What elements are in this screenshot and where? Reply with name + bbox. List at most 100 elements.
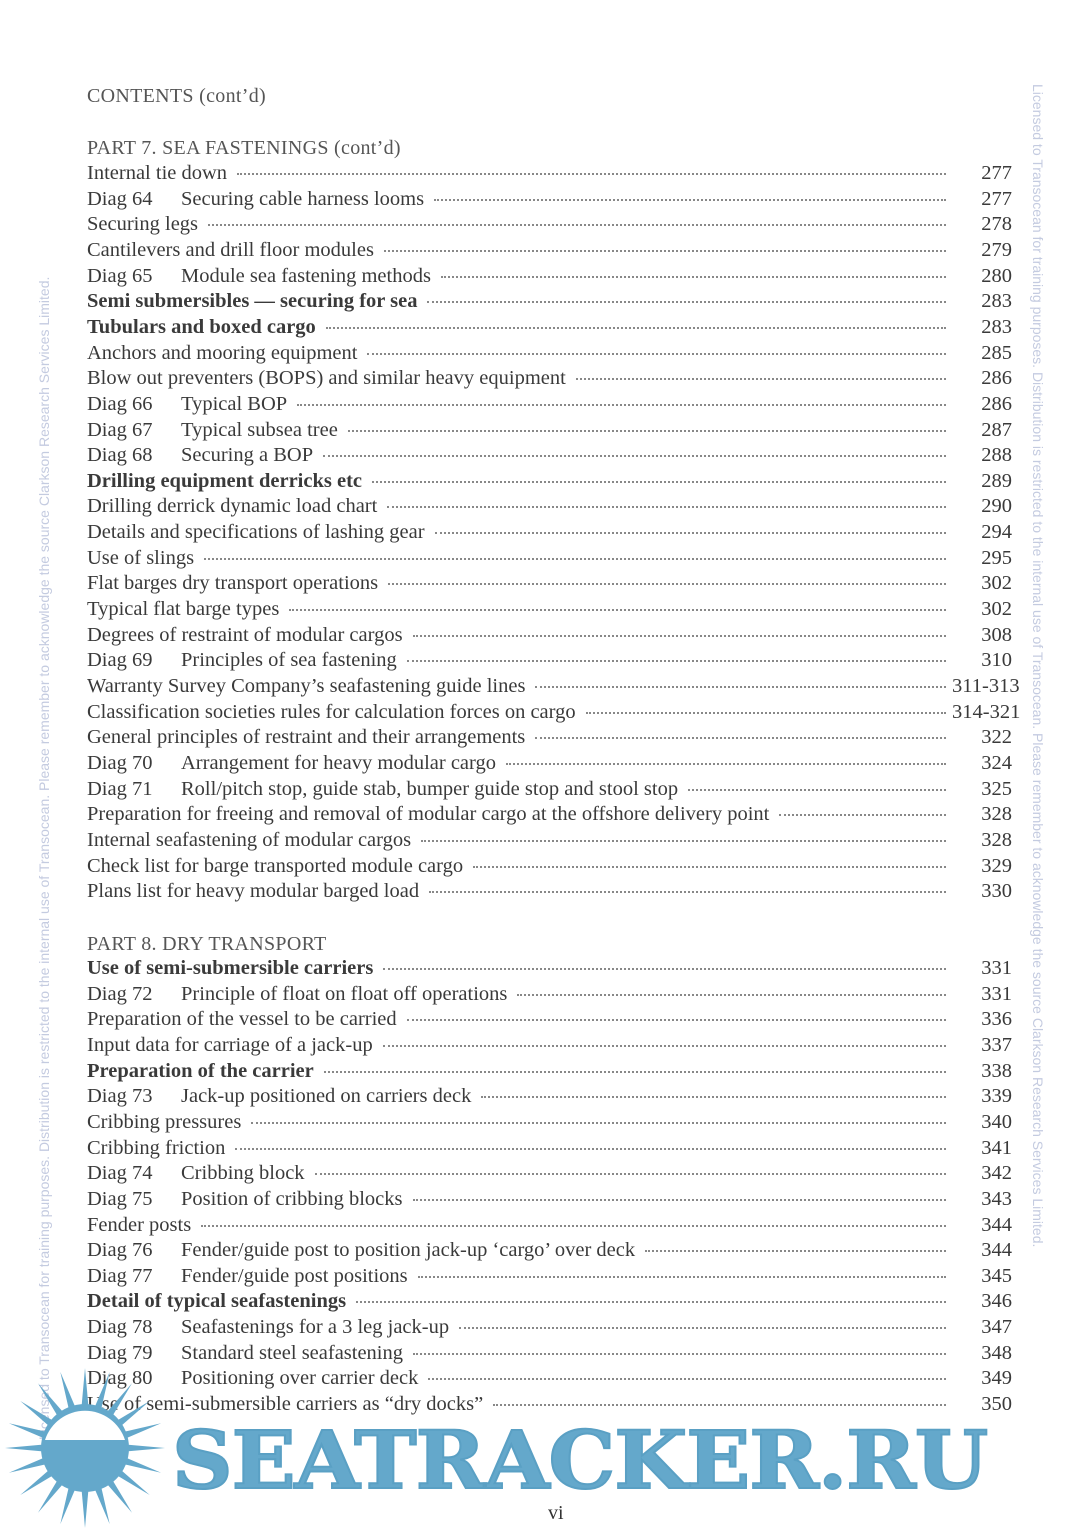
entry-page: 345 [981,1264,1012,1287]
entry-page: 279 [981,238,1012,261]
dot-leader [575,378,946,381]
dot-leader [383,968,946,970]
toc-entry[interactable]: Internal tie down 277 [87,162,1012,186]
dot-leader [413,1352,946,1355]
toc-entry[interactable]: Preparation of the carrier 338 [87,1060,1012,1084]
entry-page: 302 [981,572,1012,595]
toc-entry[interactable]: Detail of typical seafastenings 346 [87,1290,1012,1314]
toc-entry[interactable]: Degrees of restraint of modular cargos 30… [87,624,1012,648]
toc-entry[interactable]: Blow out preventers (BOPS) and similar h… [87,367,1012,391]
entry-page: 337 [981,1033,1012,1056]
sun-ray [38,1478,65,1513]
toc-entry[interactable]: General principles of restraint and thei… [87,726,1012,750]
entry-title: Positioning over carrier deck [181,1367,419,1390]
diag-label: Diag 73 [87,1085,153,1108]
dot-leader [412,1198,946,1201]
toc-entry[interactable]: Check list for barge transported module … [87,855,1012,879]
entry-page: 344 [981,1213,1012,1236]
toc-entry[interactable]: Diag 78 Seafastenings for a 3 leg jack-up… [87,1316,1012,1340]
toc-entry[interactable]: Diag 66 Typical BOP 286 [87,393,1012,417]
toc-entry[interactable]: Internal seafastening of modular cargos 3… [87,829,1012,853]
toc-entry[interactable]: Use of semi-submersible carriers 331 [87,957,1012,981]
entry-page: 287 [981,418,1012,441]
dot-leader [323,455,946,458]
dot-leader [505,762,946,765]
toc-entry[interactable]: Classification societies rules for calcu… [87,701,1020,725]
toc-entry[interactable]: Diag 71 Roll/pitch stop, guide stab, bump… [87,778,1012,802]
dot-leader [440,275,946,278]
toc-entry[interactable]: Diag 67 Typical subsea tree 287 [87,419,1012,443]
entry-page: 350 [981,1393,1012,1416]
entry-title: Use of slings [87,546,195,569]
entry-page: 346 [981,1290,1012,1313]
diag-label: Diag 75 [87,1187,153,1210]
toc-entry[interactable]: Drilling derrick dynamic load chart 290 [87,495,1012,519]
dot-leader [429,891,946,894]
toc-entry[interactable]: Cribbing pressures 340 [87,1111,1012,1135]
entry-title: Drilling equipment derricks etc [87,469,363,492]
entry-page: 343 [981,1187,1012,1210]
toc-entry[interactable]: Diag 69 Principles of sea fastening 310 [87,649,1012,673]
toc-entry[interactable]: Semi submersibles — securing for sea 283 [87,290,1012,314]
sun-ray [8,1456,49,1473]
toc-entry[interactable]: Fender posts 344 [87,1214,1012,1238]
toc-entry[interactable]: Cribbing friction 341 [87,1137,1012,1161]
entry-title: Plans list for heavy modular barged load [87,880,420,903]
toc-entry[interactable]: Warranty Survey Company’s seafastening g… [87,675,1020,699]
toc-entry[interactable]: Diag 77 Fender/guide post positions 345 [87,1265,1012,1289]
entry-page: 324 [981,751,1012,774]
toc-entry[interactable]: Diag 75 Position of cribbing blocks 343 [87,1188,1012,1212]
toc-entry[interactable]: Use of semi-submersible carriers as “dry… [87,1393,1012,1417]
dot-leader [367,352,946,355]
toc-entry[interactable]: Diag 73 Jack-up positioned on carriers de… [87,1085,1012,1109]
toc-entry[interactable]: Use of slings 295 [87,547,1012,571]
sun-ray [115,1401,150,1428]
entry-page: 348 [981,1341,1012,1364]
toc-entry[interactable]: Diag 80 Positioning over carrier deck 349 [87,1367,1012,1391]
toc-entry[interactable]: Tubulars and boxed cargo 283 [87,316,1012,340]
toc-entry[interactable]: Typical flat barge types 302 [87,598,1012,622]
dot-leader [325,326,946,329]
toc-entry[interactable]: Cantilevers and drill floor modules 279 [87,239,1012,263]
dot-leader [417,1275,946,1278]
watermark-left: Licensed to Transocean for training purp… [36,276,52,1440]
dot-leader [517,993,946,996]
dot-leader [473,865,946,868]
diag-label: Diag 72 [87,982,153,1005]
toc-entry[interactable]: Diag 79 Standard steel seafastening 348 [87,1342,1012,1366]
entry-title: Principle of float on float off operatio… [181,982,508,1005]
dot-leader [779,814,946,817]
entry-page: 330 [981,880,1012,903]
dot-leader [383,249,946,252]
toc-entry[interactable]: Securing legs 278 [87,213,1012,237]
entry-title: Typical subsea tree [181,418,338,441]
toc-entry[interactable]: Diag 70 Arrangement for heavy modular car… [87,752,1012,776]
toc-entry[interactable]: Diag 68 Securing a BOP 288 [87,444,1012,468]
dot-leader [493,1404,946,1407]
diag-label: Diag 64 [87,187,153,210]
dot-leader [237,173,946,175]
contents-header: CONTENTS (cont’d) [87,85,266,107]
toc-entry[interactable]: Diag 64 Securing cable harness looms 277 [87,188,1012,212]
entry-page: 289 [981,469,1012,492]
toc-entry[interactable]: Input data for carriage of a jack-up 337 [87,1034,1012,1058]
entry-title: Arrangement for heavy modular cargo [181,751,496,774]
toc-entry[interactable]: Diag 65 Module sea fastening methods 280 [87,265,1012,289]
toc-entry[interactable]: Preparation for freeing and removal of m… [87,803,1012,827]
entry-page: 286 [981,392,1012,415]
sun-ray [38,1383,65,1418]
toc-entry[interactable]: Preparation of the vessel to be carried 3… [87,1008,1012,1032]
toc-entry[interactable]: Diag 76 Fender/guide post to position jac… [87,1239,1012,1263]
entry-title: Details and specifications of lashing ge… [87,521,425,544]
toc-entry[interactable]: Drilling equipment derricks etc 289 [87,470,1012,494]
toc-entry[interactable]: Diag 72 Principle of float on float off o… [87,983,1012,1007]
diag-label: Diag 70 [87,751,153,774]
toc-entry[interactable]: Anchors and mooring equipment 285 [87,342,1012,366]
sun-ray [121,1423,162,1440]
toc-entry[interactable]: Details and specifications of lashing ge… [87,521,1012,545]
toc-entry[interactable]: Flat barges dry transport operations 302 [87,572,1012,596]
entry-title: General principles of restraint and thei… [87,726,526,749]
toc-entry[interactable]: Plans list for heavy modular barged load… [87,880,1012,904]
entry-page: 341 [981,1136,1012,1159]
toc-entry[interactable]: Diag 74 Cribbing block 342 [87,1162,1012,1186]
